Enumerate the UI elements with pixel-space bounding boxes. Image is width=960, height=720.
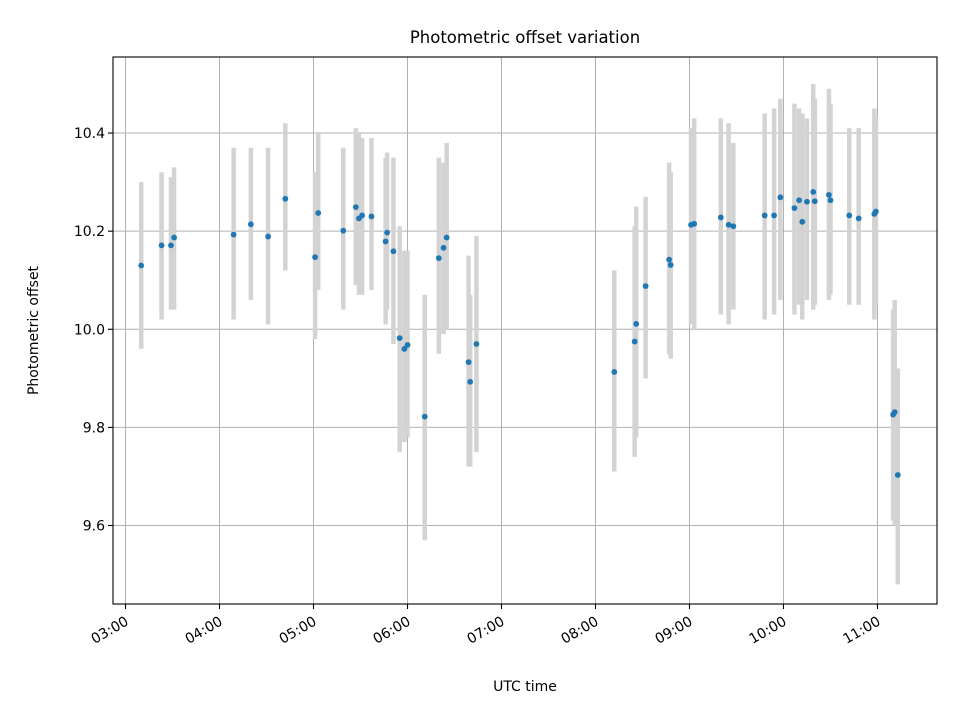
data-point [894, 472, 901, 478]
data-point [421, 413, 428, 420]
data-point [440, 244, 447, 251]
x-axis-label: UTC time [493, 679, 557, 695]
data-point [777, 194, 784, 201]
data-point [771, 212, 777, 219]
data-point [796, 197, 803, 204]
data-point [282, 195, 289, 202]
data-point [846, 212, 853, 219]
y-tick-label: 9.8 [83, 420, 105, 436]
data-point [467, 378, 474, 385]
data-point [855, 215, 862, 222]
data-point [359, 212, 365, 219]
data-point [312, 254, 318, 261]
data-point [230, 231, 237, 238]
data-point [717, 214, 724, 221]
plot-frame [112, 56, 938, 605]
data-point [168, 242, 174, 249]
y-tick-label: 10.0 [74, 322, 105, 338]
data-point [611, 369, 618, 375]
data-point [265, 233, 271, 240]
data-point [667, 262, 674, 268]
data-point [827, 197, 834, 204]
data-point [873, 208, 879, 215]
data-point [791, 205, 798, 211]
data-point [390, 248, 397, 255]
data-point [631, 338, 638, 345]
data-point [691, 220, 698, 227]
y-tick-label: 10.2 [74, 224, 105, 240]
data-point [826, 191, 832, 198]
data-point [666, 256, 673, 263]
data-point [725, 221, 732, 228]
data-point [761, 212, 768, 219]
data-point [138, 262, 145, 269]
data-point [352, 204, 359, 211]
data-point [633, 320, 640, 327]
data-point [799, 218, 806, 225]
data-point [396, 335, 403, 342]
data-point [473, 341, 480, 347]
data-point [247, 221, 254, 228]
chart-title: Photometric offset variation [410, 28, 640, 47]
data-point [642, 283, 649, 290]
data-point [804, 198, 810, 205]
data-point [382, 238, 389, 245]
data-point [443, 234, 450, 241]
data-point [171, 234, 177, 241]
data-point [340, 227, 347, 234]
data-point [465, 359, 472, 366]
y-axis-label: Photometric offset [26, 265, 42, 395]
data-point [401, 345, 408, 352]
data-point [810, 189, 817, 195]
data-point [404, 342, 411, 348]
data-points [138, 189, 901, 478]
data-point [891, 409, 898, 416]
y-tick-label: 10.4 [74, 126, 105, 142]
data-point [730, 223, 737, 230]
y-tick-label: 9.6 [83, 519, 105, 535]
data-point [315, 210, 322, 216]
data-point [811, 198, 818, 205]
data-point [384, 229, 391, 236]
data-point [158, 242, 165, 249]
data-point [368, 213, 375, 220]
data-point [435, 255, 442, 262]
